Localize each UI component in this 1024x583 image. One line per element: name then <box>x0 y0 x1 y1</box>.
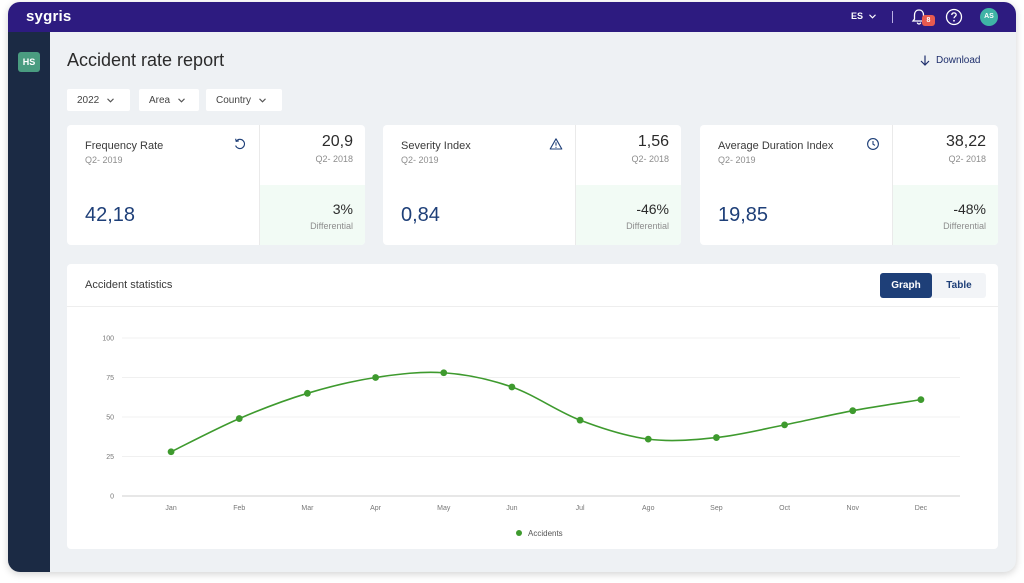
frequency-rate-card: Frequency Rate Q2- 2019 42,18 20,9 Q2- 2… <box>67 125 365 245</box>
filter-label: 2022 <box>77 94 100 106</box>
arrow-down-icon <box>920 55 930 66</box>
y-tick-label: 75 <box>106 375 114 382</box>
language-label: ES <box>851 11 864 21</box>
card-value: 0,84 <box>401 204 440 226</box>
data-point <box>713 434 720 441</box>
series-line-accidents <box>170 371 922 453</box>
data-point <box>440 369 448 377</box>
data-point <box>304 389 311 397</box>
previous-period: Q2- 2018 <box>948 154 986 164</box>
data-point <box>576 416 584 424</box>
previous-value: 1,56 <box>637 133 669 150</box>
clock-icon[interactable] <box>866 137 880 151</box>
chevron-down-icon <box>178 97 186 103</box>
help-icon[interactable] <box>945 8 963 26</box>
tab-table[interactable]: Table <box>946 280 972 291</box>
average-duration-index-card: Average Duration Index Q2- 2019 19,85 38… <box>700 125 998 245</box>
x-tick-label: Sep <box>710 505 723 512</box>
page-title: Accident rate report <box>67 50 225 70</box>
x-tick-label: May <box>437 505 451 512</box>
chevron-down-icon <box>869 13 876 19</box>
differential-box: 3% Differential <box>259 185 365 245</box>
language-selector[interactable]: ES <box>851 11 876 21</box>
y-tick-label: 100 <box>102 336 114 343</box>
download-label: Download <box>936 55 981 66</box>
bell-icon[interactable] <box>910 8 928 26</box>
data-point <box>167 448 175 456</box>
x-tick-label: Jul <box>576 505 585 512</box>
x-tick-label: Mar <box>301 505 314 512</box>
x-tick-label: Dec <box>915 505 928 512</box>
card-value: 42,18 <box>85 204 136 226</box>
differential-label: Differential <box>310 221 353 231</box>
card-title: Average Duration Index <box>718 140 834 152</box>
warning-icon[interactable] <box>549 137 563 151</box>
x-tick-label: Nov <box>847 505 860 512</box>
x-tick-label: Ago <box>642 505 655 512</box>
card-period: Q2- 2019 <box>85 155 123 165</box>
data-point <box>508 383 516 391</box>
filter-label: Country <box>216 94 252 106</box>
data-point <box>917 396 925 404</box>
differential-value: -46% <box>636 201 669 217</box>
differential-value: -48% <box>953 201 986 217</box>
accident-statistics-panel: Accident statistics Graph Table <box>67 264 998 549</box>
previous-value: 20,9 <box>321 133 353 150</box>
x-tick-label: Feb <box>233 505 245 512</box>
x-tick-label: Jun <box>506 505 517 512</box>
panel-divider <box>67 306 998 307</box>
legend-label: Accidents <box>528 529 563 538</box>
x-tick-label: Jan <box>165 505 176 512</box>
card-title: Severity Index <box>401 140 471 152</box>
card-period: Q2- 2019 <box>401 155 439 165</box>
user-avatar[interactable]: AS <box>980 8 998 26</box>
y-tick-label: 50 <box>106 415 114 422</box>
panel-title: Accident statistics <box>85 279 173 291</box>
previous-period: Q2- 2018 <box>631 154 669 164</box>
legend-marker <box>516 530 522 536</box>
history-icon[interactable] <box>233 137 247 151</box>
previous-value: 38,22 <box>945 133 986 150</box>
data-point <box>372 374 379 381</box>
y-tick-label: 25 <box>106 454 114 461</box>
differential-value: 3% <box>332 201 353 217</box>
previous-period-box: 20,9 Q2- 2018 <box>259 125 365 185</box>
x-tick-label: Oct <box>779 505 790 512</box>
data-point <box>235 415 243 422</box>
differential-box: -48% Differential <box>892 185 998 245</box>
card-value: 19,85 <box>718 204 769 226</box>
card-period: Q2- 2019 <box>718 155 756 165</box>
differential-box: -46% Differential <box>575 185 681 245</box>
accident-line-chart: 0 25 50 75 100 Jan Feb Mar Apr May Jun Jul Ago Sep Oct… <box>102 336 960 538</box>
differential-label: Differential <box>626 221 669 231</box>
year-filter[interactable]: 2022 <box>67 89 130 111</box>
module-badge[interactable]: HS <box>18 52 40 72</box>
chevron-down-icon <box>259 97 266 103</box>
data-point <box>849 407 857 415</box>
data-point <box>781 421 788 429</box>
app-window: sygris ES 8 AS HS Accident rate report D… <box>8 2 1016 572</box>
top-bar: sygris ES 8 AS <box>8 2 1016 32</box>
previous-period-box: 1,56 Q2- 2018 <box>575 125 681 185</box>
severity-index-card: Severity Index Q2- 2019 0,84 1,56 Q2- 20… <box>383 125 681 245</box>
sidebar: HS <box>8 32 50 572</box>
data-point <box>644 435 652 443</box>
chevron-down-icon <box>107 97 115 103</box>
differential-label: Differential <box>943 221 986 231</box>
app-logo[interactable]: sygris <box>26 8 72 25</box>
view-toggle: Graph Table <box>880 273 986 298</box>
card-title: Frequency Rate <box>85 140 164 152</box>
area-filter[interactable]: Area <box>139 89 199 111</box>
tab-graph[interactable]: Graph <box>880 273 932 298</box>
notification-count-badge: 8 <box>922 15 935 26</box>
filter-label: Area <box>149 94 171 106</box>
country-filter[interactable]: Country <box>206 89 282 111</box>
download-button[interactable]: Download <box>920 55 980 66</box>
previous-period-box: 38,22 Q2- 2018 <box>892 125 998 185</box>
previous-period: Q2- 2018 <box>315 154 353 164</box>
x-tick-label: Apr <box>370 505 382 512</box>
topbar-divider <box>892 11 893 23</box>
y-tick-label: 0 <box>110 494 114 501</box>
